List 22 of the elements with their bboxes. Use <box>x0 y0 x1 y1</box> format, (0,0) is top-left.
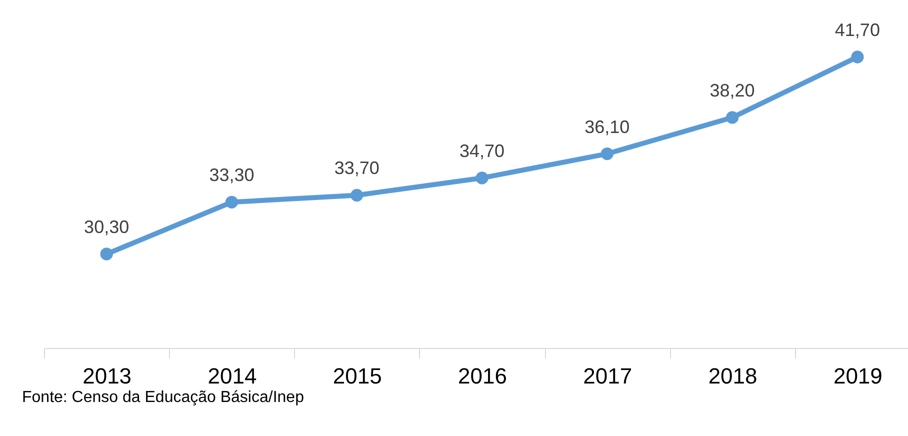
data-label: 33,30 <box>209 165 254 186</box>
x-tick-label: 2014 <box>208 364 257 388</box>
point <box>600 147 614 160</box>
point <box>100 248 113 260</box>
point <box>726 111 739 124</box>
x-tick-label: 2019 <box>833 364 882 388</box>
point <box>350 188 364 202</box>
x-tick-label: 2015 <box>332 364 382 388</box>
source-note: Fonte: Censo da Educação Básica/Inep <box>22 389 304 406</box>
x-tick-label: 2018 <box>708 364 758 388</box>
point <box>225 196 238 208</box>
x-tick-label: 2013 <box>82 364 132 388</box>
data-label: 33,70 <box>334 158 380 178</box>
data-label: 38,20 <box>710 80 755 100</box>
point <box>476 172 488 184</box>
data-label: 41,70 <box>834 20 880 40</box>
point <box>851 50 864 64</box>
data-label: 34,70 <box>459 140 505 161</box>
data-label: 36,10 <box>584 116 630 137</box>
x-tick-label: 2017 <box>583 364 632 388</box>
data-label: 30,30 <box>84 217 130 237</box>
x-tick-label: 2016 <box>458 364 507 388</box>
